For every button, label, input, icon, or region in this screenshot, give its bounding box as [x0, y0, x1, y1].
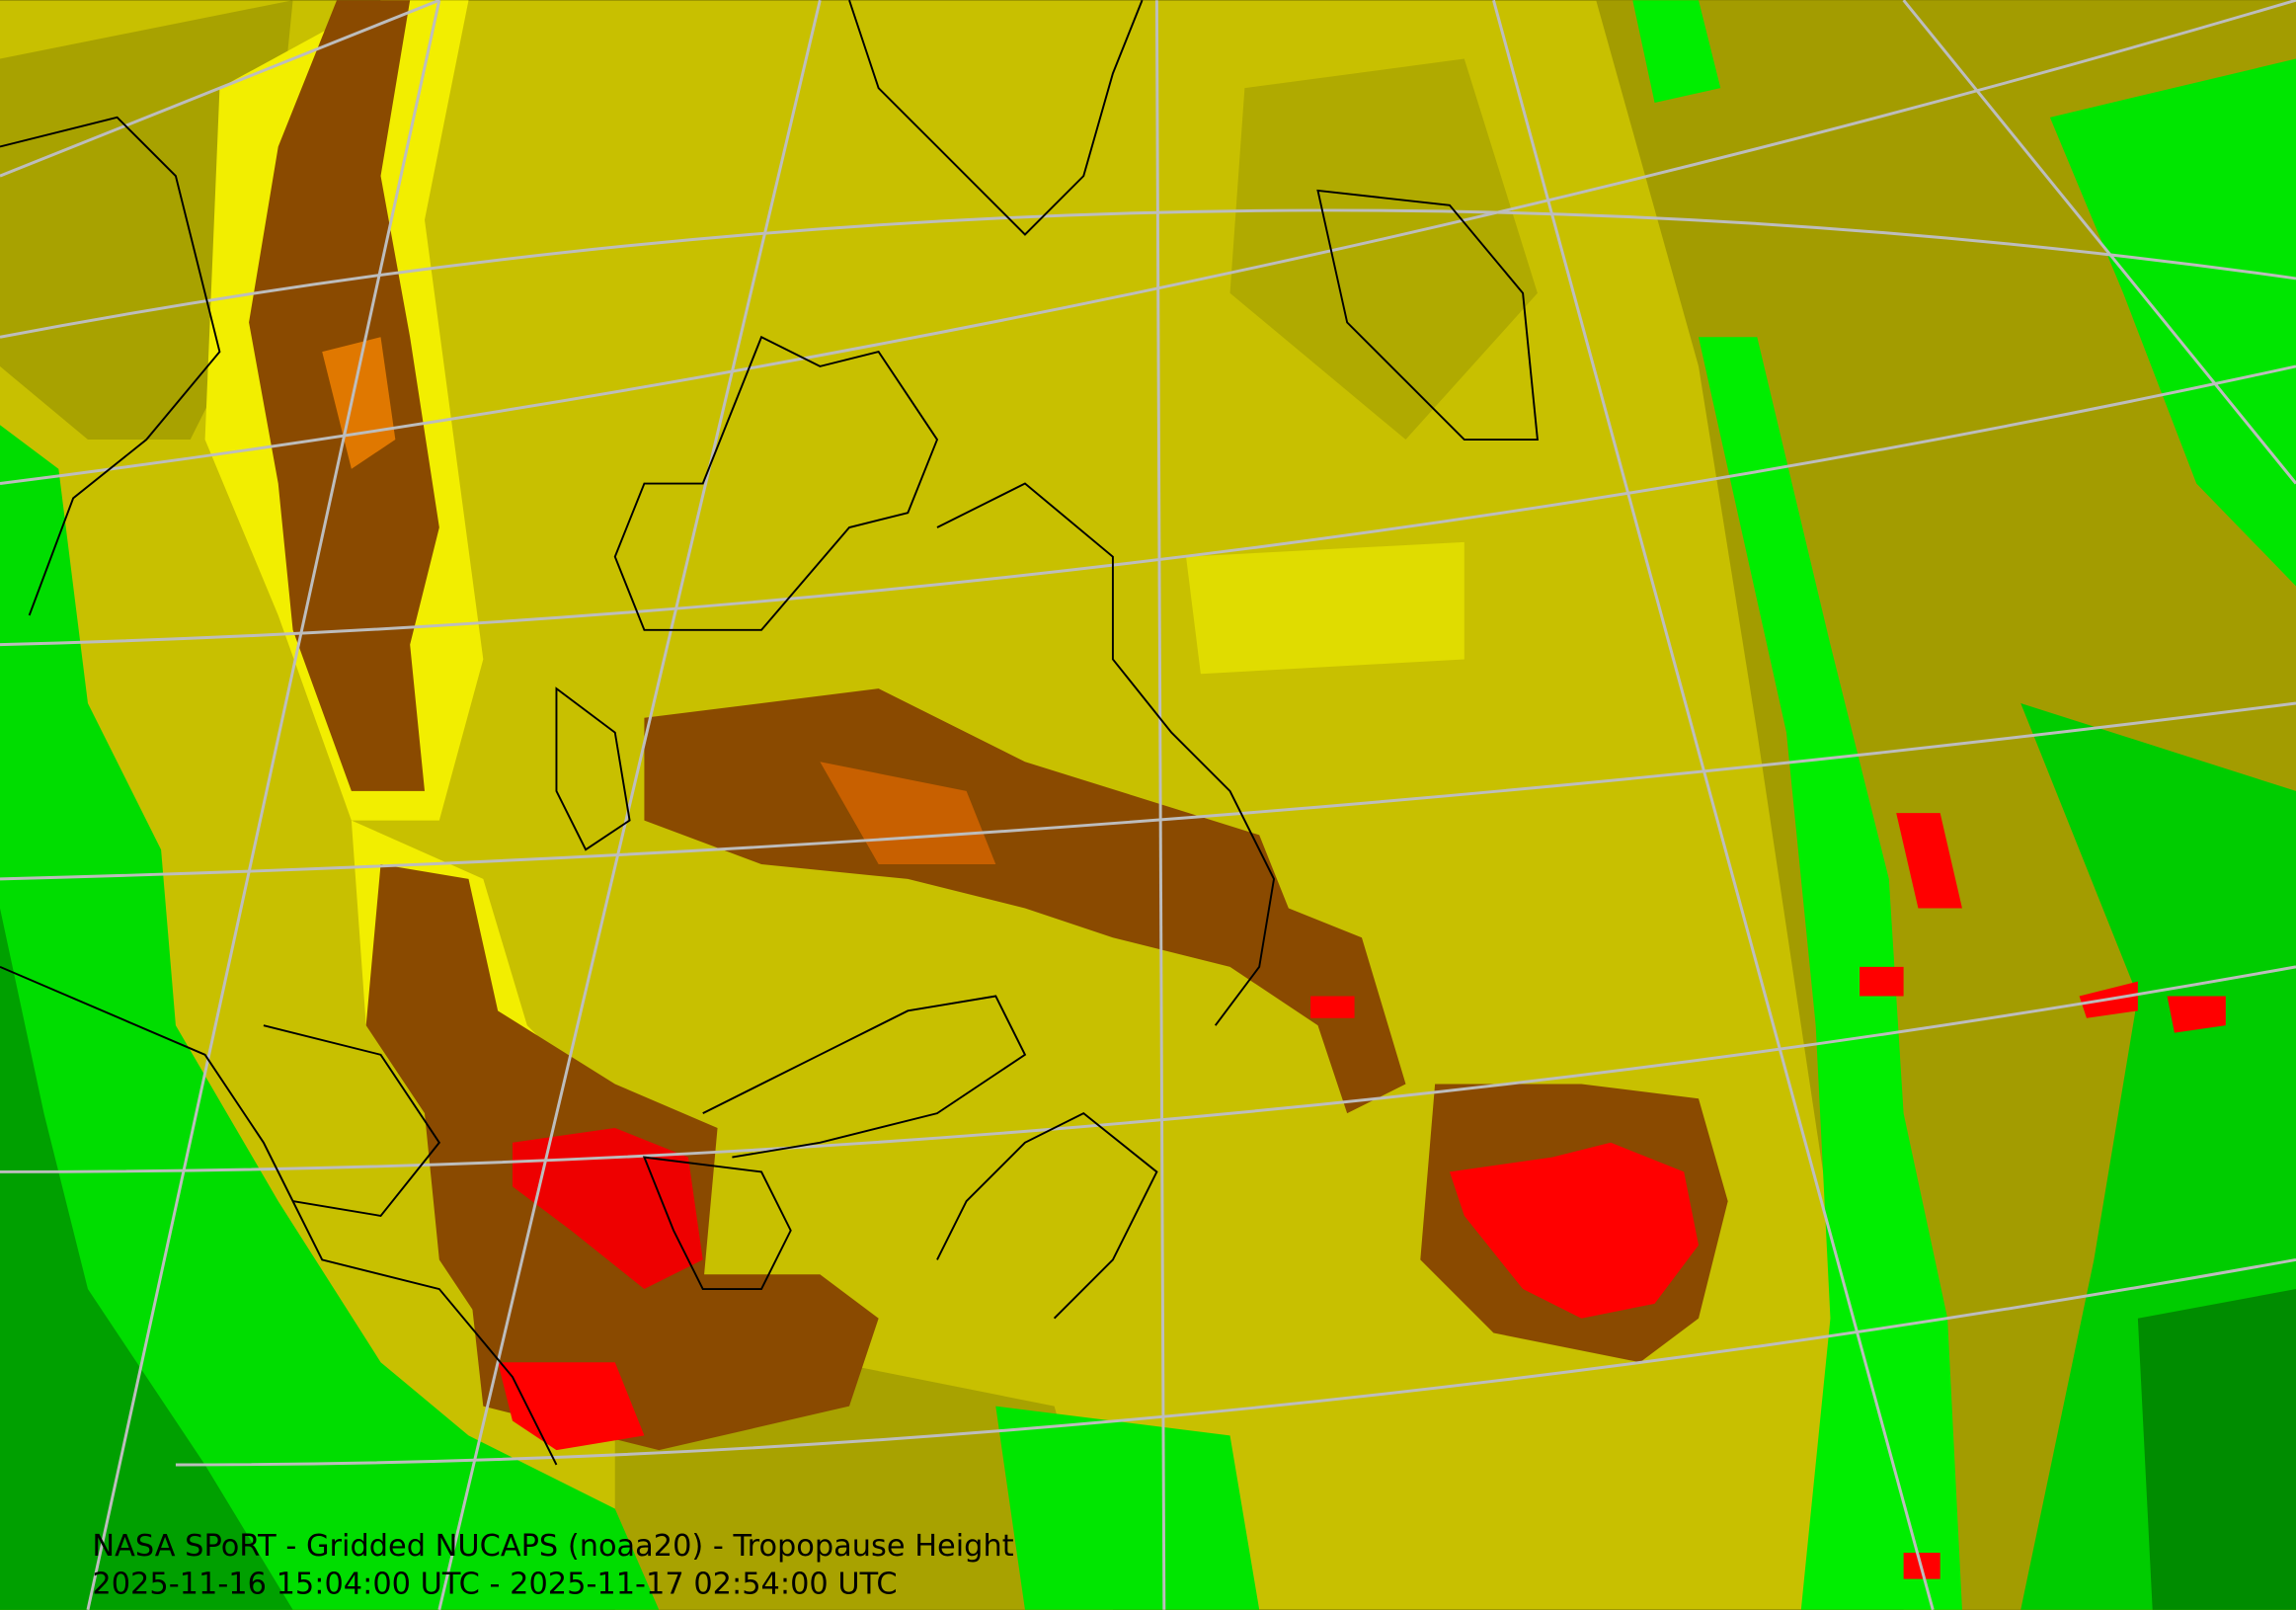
map-shape — [0, 908, 293, 1610]
map-shape — [1896, 813, 1962, 909]
map-shape — [555, 686, 631, 851]
map-shape — [936, 1111, 1158, 1320]
caption-time-range: 2025-11-16 15:04:00 UTC - 2025-11-17 02:… — [92, 1567, 897, 1601]
map-shape — [848, 0, 1144, 236]
map-shape — [86, 0, 441, 1610]
map-shape — [263, 1024, 441, 1217]
map-shape — [0, 425, 660, 1610]
map-shape — [0, 965, 558, 1466]
map-shape — [322, 337, 396, 469]
map-shape — [644, 688, 1406, 1114]
map-shape — [498, 1362, 645, 1451]
map-shape — [175, 1257, 2296, 1467]
map-shape — [995, 1406, 1260, 1610]
map-shape — [1186, 541, 1465, 675]
map-shape — [0, 701, 2296, 881]
map-shape — [1316, 189, 1539, 442]
map-shape — [1632, 0, 1721, 104]
map-shape — [437, 0, 822, 1610]
map-shape — [642, 1156, 792, 1291]
map-shape — [1699, 337, 1962, 1610]
field-red — [498, 813, 2226, 1579]
map-shape — [0, 0, 440, 178]
map-shape — [512, 1127, 703, 1290]
caption-title: NASA SPoRT - Gridded NUCAPS (noaa20) - T… — [92, 1529, 1013, 1564]
map-shape — [820, 762, 996, 865]
map-shape — [613, 335, 939, 631]
map-shape — [1449, 1142, 1700, 1319]
map-shape — [0, 0, 2296, 486]
map-shape — [702, 995, 1027, 1159]
map-shape — [936, 482, 1276, 1026]
map-shape — [1229, 58, 1538, 441]
map-shape — [0, 364, 2296, 647]
map-shape — [1492, 0, 1935, 1610]
map-shape — [2137, 1289, 2296, 1610]
map-shape — [1902, 0, 2296, 485]
coastlines — [0, 0, 1539, 1466]
map-shape — [1154, 0, 1166, 1610]
map-shape — [0, 208, 2296, 339]
map-shape — [0, 116, 221, 616]
map-shape — [0, 965, 2296, 1173]
map-shape — [2049, 58, 2296, 587]
